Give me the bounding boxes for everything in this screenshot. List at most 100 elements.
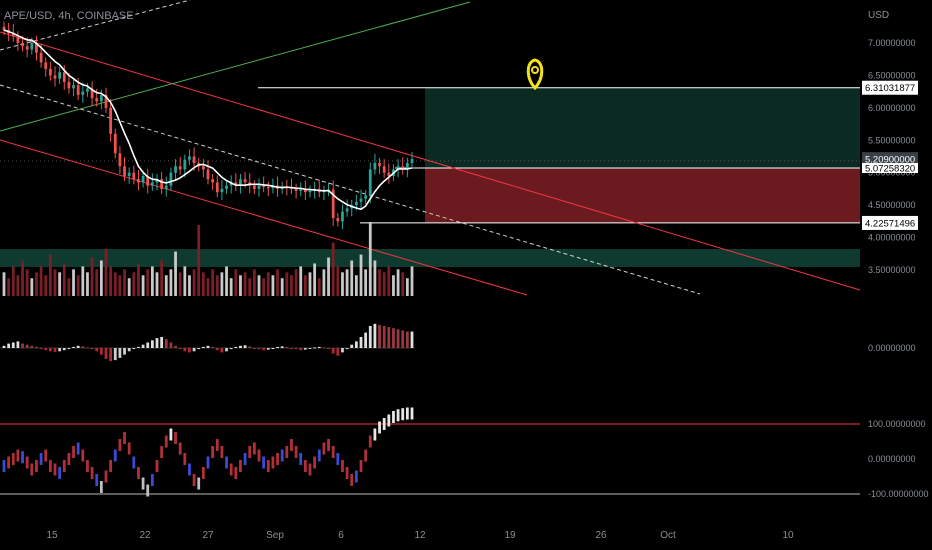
candle <box>410 159 414 163</box>
macd-bar <box>206 345 210 348</box>
price-tag-label: 5.20900000 <box>865 155 915 166</box>
volume-bar <box>197 224 201 296</box>
osc-bar <box>183 453 187 465</box>
candle <box>109 107 113 134</box>
volume-bar <box>410 266 414 296</box>
candle <box>215 182 219 193</box>
volume-bar <box>109 266 113 296</box>
volume-bar <box>257 275 261 296</box>
candle <box>44 62 48 69</box>
candle <box>206 169 210 180</box>
osc-bar <box>336 453 340 465</box>
date-tick-label: 27 <box>202 530 214 541</box>
candle <box>331 189 335 219</box>
candle <box>95 98 99 102</box>
candle <box>155 179 159 183</box>
osc-bar <box>410 407 414 420</box>
price-tag-label: 4.22571496 <box>865 218 915 229</box>
osc-bar <box>160 446 164 458</box>
osc-bar <box>118 439 122 451</box>
volume-bar <box>164 275 168 296</box>
macd-bar <box>387 327 391 348</box>
volume-bar <box>280 278 284 296</box>
date-tick-label: Oct <box>660 530 676 541</box>
volume-bar <box>150 266 154 296</box>
volume-bar <box>373 260 377 296</box>
candle <box>188 156 191 160</box>
macd-bar <box>141 344 145 348</box>
osc-bar <box>276 453 279 465</box>
volume-bar <box>234 269 238 296</box>
macd-bar <box>86 347 89 349</box>
osc-bar <box>257 449 261 462</box>
macd-bar <box>215 348 219 351</box>
macd-bar <box>183 348 187 352</box>
osc-bar <box>137 467 140 479</box>
macd-bar <box>155 338 159 348</box>
osc-bar <box>53 463 57 476</box>
macd-bar <box>7 343 11 348</box>
candle <box>76 85 80 95</box>
volume-bar <box>331 242 335 296</box>
macd-bar <box>118 348 122 358</box>
candle <box>211 179 215 183</box>
volume-bar <box>95 269 99 296</box>
volume-bar <box>215 275 219 296</box>
volume-bar <box>225 266 228 296</box>
volume-bar <box>90 257 94 296</box>
osc-bar <box>188 463 191 476</box>
volume-bar <box>53 269 57 296</box>
osc-bar <box>327 439 330 451</box>
osc-bar <box>252 442 256 455</box>
location-pin-dot <box>531 66 539 74</box>
osc-bar <box>132 456 136 469</box>
volume-bar <box>146 269 150 296</box>
volume-bar <box>188 275 191 296</box>
volume-bar <box>322 269 326 296</box>
macd-bar <box>90 348 94 350</box>
volume-bar <box>359 254 363 296</box>
macd-bar <box>229 348 233 350</box>
macd-bar <box>123 348 126 355</box>
macd-bar <box>331 348 335 354</box>
candle <box>81 91 85 95</box>
candle <box>72 85 75 89</box>
macd-bar <box>234 346 238 348</box>
candle <box>294 188 298 191</box>
volume-bar <box>137 263 140 296</box>
volume-bar <box>354 275 358 296</box>
macd-bar <box>188 348 191 353</box>
osc-bar <box>104 470 108 483</box>
volume-bar <box>48 254 52 296</box>
osc-bar <box>248 446 252 458</box>
candle <box>2 26 6 31</box>
volume-bar <box>174 251 177 296</box>
osc-bar <box>290 439 293 451</box>
macd-bar <box>336 348 340 356</box>
volume-bar <box>160 260 164 296</box>
volume-bar <box>62 263 66 296</box>
candle <box>239 179 242 186</box>
macd-bar <box>368 326 372 348</box>
osc-bar <box>368 435 372 448</box>
macd-bar <box>44 348 48 351</box>
candle <box>345 208 349 212</box>
macd-bar <box>359 337 363 348</box>
osc-bar <box>266 460 270 472</box>
macd-bar <box>95 348 99 352</box>
candle <box>401 166 405 170</box>
candle <box>405 162 409 170</box>
macd-bar <box>39 348 43 350</box>
osc-bar <box>280 449 284 462</box>
osc-bar <box>201 467 205 479</box>
candle <box>16 36 20 43</box>
volume-bar <box>364 269 368 296</box>
candle <box>58 72 62 79</box>
loss-zone <box>425 168 860 223</box>
candle <box>252 185 256 189</box>
rising-trend-line <box>0 1 471 132</box>
osc-bar <box>299 453 303 465</box>
macd-bar <box>322 347 326 349</box>
macd-bar <box>164 339 168 348</box>
osc-bar <box>341 460 344 472</box>
